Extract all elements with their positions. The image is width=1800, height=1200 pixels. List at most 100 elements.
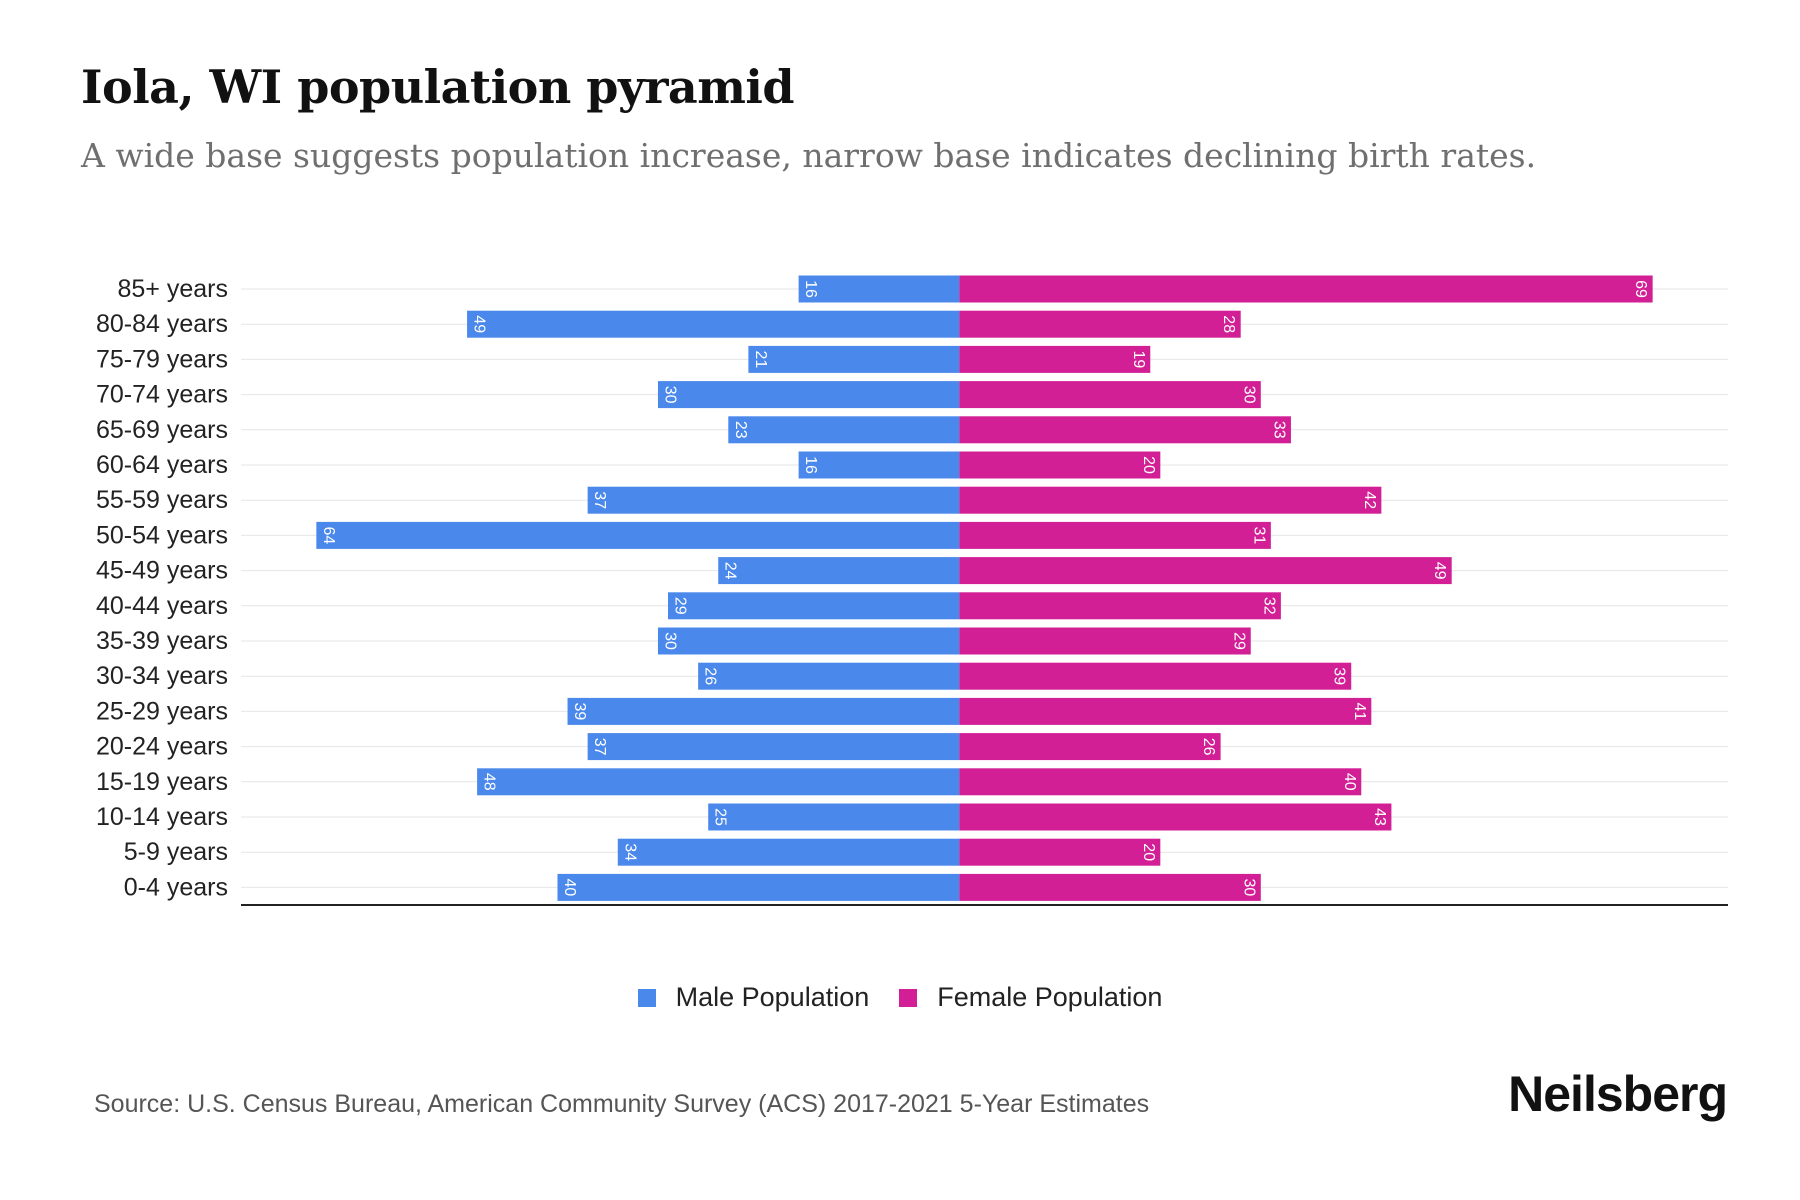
value-label-female: 20 (1140, 843, 1157, 861)
bar-female[interactable] (959, 557, 1452, 585)
value-label-female: 29 (1230, 632, 1247, 650)
value-label-female: 30 (1240, 386, 1257, 404)
bar-female[interactable] (959, 416, 1291, 444)
value-label-female: 32 (1260, 597, 1277, 615)
bar-male[interactable] (668, 592, 960, 620)
value-label-female: 42 (1361, 491, 1378, 509)
category-label: 15-19 years (96, 768, 228, 796)
bar-male[interactable] (798, 451, 960, 479)
value-label-female: 49 (1431, 562, 1448, 580)
value-label-male: 40 (561, 879, 578, 897)
legend-swatch-male (637, 988, 656, 1007)
bar-male[interactable] (657, 381, 960, 409)
bar-male[interactable] (657, 627, 960, 655)
bar-male[interactable] (748, 345, 960, 373)
bar-male[interactable] (708, 803, 960, 831)
value-label-female: 28 (1220, 315, 1237, 333)
bar-male[interactable] (728, 416, 960, 444)
value-label-female: 30 (1240, 879, 1257, 897)
category-label: 30-34 years (96, 662, 228, 690)
value-label-male: 30 (661, 632, 678, 650)
value-label-male: 29 (672, 597, 689, 615)
value-label-female: 39 (1331, 667, 1348, 685)
category-label: 35-39 years (96, 627, 228, 655)
value-label-female: 31 (1250, 527, 1267, 545)
category-labels: 85+ years 80-84 years 75-79 years 70-74 yea… (96, 275, 228, 901)
value-label-female: 41 (1351, 703, 1368, 721)
bar-male[interactable] (798, 275, 960, 303)
bar-female[interactable] (959, 521, 1271, 549)
bar-male[interactable] (587, 486, 960, 514)
bar-female[interactable] (959, 275, 1653, 303)
value-label-male: 34 (621, 843, 638, 861)
value-labels: 16 69 49 28 21 19 30 30 23 33 16 20 37 42 64 31 24 49 29 32… (320, 280, 1649, 896)
bar-male[interactable] (698, 662, 960, 690)
value-label-male: 37 (591, 491, 608, 509)
bar-female[interactable] (959, 662, 1352, 690)
value-label-female: 26 (1200, 738, 1217, 756)
value-label-male: 25 (712, 808, 729, 826)
value-label-male: 16 (802, 280, 819, 298)
bar-female[interactable] (959, 310, 1241, 338)
category-label: 25-29 years (96, 697, 228, 725)
bar-male[interactable] (557, 873, 960, 901)
value-label-male: 30 (661, 386, 678, 404)
value-label-female: 40 (1341, 773, 1358, 791)
category-label: 10-14 years (96, 803, 228, 831)
bar-female[interactable] (959, 838, 1161, 866)
legend-item-female[interactable]: Female Population (899, 982, 1162, 1013)
category-label: 75-79 years (96, 345, 228, 373)
bar-female[interactable] (959, 486, 1382, 514)
value-label-male: 37 (591, 738, 608, 756)
bar-female[interactable] (959, 768, 1362, 796)
legend-label-male: Male Population (675, 982, 870, 1012)
bars (316, 275, 1653, 901)
chart-title: Iola, WI population pyramid (81, 60, 795, 114)
bar-female[interactable] (959, 733, 1221, 761)
value-label-male: 23 (732, 421, 749, 439)
category-label: 60-64 years (96, 451, 228, 479)
legend-swatch-female (899, 988, 918, 1007)
bar-female[interactable] (959, 345, 1151, 373)
category-label: 65-69 years (96, 416, 228, 444)
legend: Male Population Female Population (0, 982, 1800, 1013)
bar-male[interactable] (617, 838, 960, 866)
category-label: 70-74 years (96, 381, 228, 409)
bar-male[interactable] (587, 733, 960, 761)
value-label-male: 64 (320, 527, 337, 545)
bar-female[interactable] (959, 381, 1261, 409)
bar-female[interactable] (959, 873, 1261, 901)
value-label-male: 49 (471, 315, 488, 333)
value-label-female: 20 (1140, 456, 1157, 474)
bar-female[interactable] (959, 627, 1251, 655)
bar-male[interactable] (477, 768, 960, 796)
legend-label-female: Female Population (937, 982, 1163, 1012)
value-label-male: 39 (571, 703, 588, 721)
value-label-male: 21 (752, 351, 769, 369)
bar-female[interactable] (959, 451, 1161, 479)
value-label-male: 16 (802, 456, 819, 474)
brand-logo: Neilsberg (1508, 1066, 1728, 1122)
category-label: 40-44 years (96, 592, 228, 620)
value-label-female: 19 (1130, 351, 1147, 369)
chart-subtitle: A wide base suggests population increase… (81, 136, 1537, 175)
bar-male[interactable] (316, 521, 960, 549)
bar-female[interactable] (959, 697, 1372, 725)
value-label-female: 69 (1632, 280, 1649, 298)
category-label: 0-4 years (124, 873, 228, 901)
value-label-male: 26 (702, 667, 719, 685)
bar-male[interactable] (567, 697, 960, 725)
bar-female[interactable] (959, 592, 1281, 620)
bar-male[interactable] (467, 310, 960, 338)
bar-female[interactable] (959, 803, 1392, 831)
value-label-female: 43 (1371, 808, 1388, 826)
category-label: 20-24 years (96, 733, 228, 761)
category-label: 55-59 years (96, 486, 228, 514)
gridlines (241, 288, 1728, 888)
category-label: 85+ years (118, 275, 229, 303)
value-label-male: 24 (722, 562, 739, 580)
value-label-male: 48 (481, 773, 498, 791)
bar-male[interactable] (718, 557, 960, 585)
legend-item-male[interactable]: Male Population (637, 982, 870, 1013)
